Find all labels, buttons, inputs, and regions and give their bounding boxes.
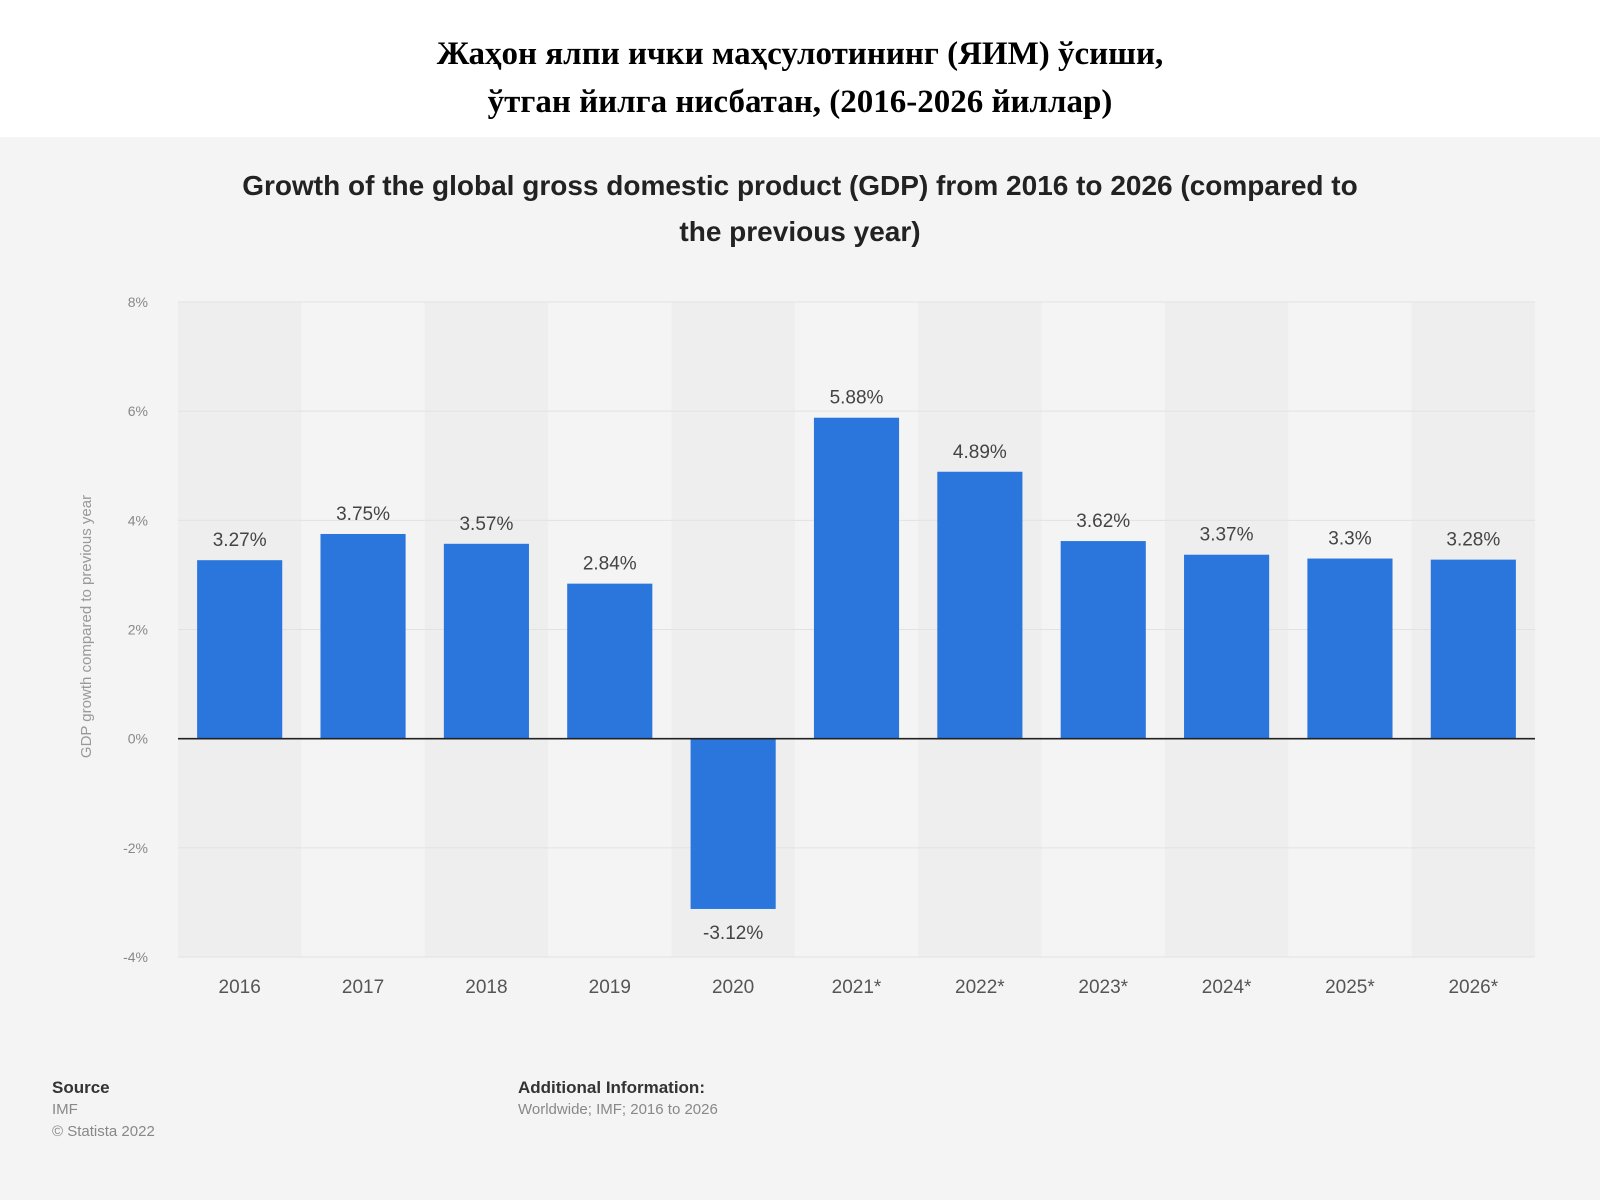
y-tick-label: 0% — [128, 731, 148, 747]
x-tick-label: 2018 — [465, 977, 507, 998]
x-tick-label: 2022* — [955, 977, 1005, 998]
y-tick-label: 2% — [128, 622, 148, 638]
x-tick-label: 2023* — [1078, 977, 1128, 998]
y-axis-label: GDP growth compared to previous year — [78, 495, 95, 758]
additional-info-text: Worldwide; IMF; 2016 to 2026 — [518, 1101, 718, 1118]
bar-2018 — [443, 543, 529, 739]
additional-info-heading: Additional Information: — [518, 1078, 705, 1097]
x-tick-label: 2017 — [342, 977, 384, 998]
bar-2017 — [320, 533, 406, 739]
data-label: -3.12% — [703, 923, 763, 944]
bar-2020 — [690, 738, 776, 909]
bar-2024 — [1184, 554, 1270, 739]
chart-title-line-2: the previous year) — [679, 216, 921, 247]
bar-2026 — [1430, 559, 1516, 739]
data-label: 3.37% — [1200, 525, 1254, 546]
bar-2016 — [197, 560, 283, 739]
source-block: Source IMF © Statista 2022 — [52, 1077, 155, 1143]
data-label: 5.88% — [830, 388, 884, 409]
copyright-text: © Statista 2022 — [52, 1123, 155, 1140]
bar-2023 — [1060, 541, 1146, 739]
data-label: 4.89% — [953, 442, 1007, 463]
data-label: 3.3% — [1328, 529, 1371, 550]
y-tick-label: 4% — [128, 512, 148, 528]
x-tick-label: 2019 — [589, 977, 631, 998]
chart-title: Growth of the global gross domestic prod… — [110, 163, 1490, 255]
y-tick-label: -4% — [123, 949, 148, 965]
bar-2025 — [1307, 558, 1393, 739]
y-tick-label: 8% — [128, 294, 148, 310]
data-label: 3.62% — [1076, 511, 1130, 532]
x-tick-label: 2020 — [712, 977, 754, 998]
x-tick-label: 2025* — [1325, 977, 1375, 998]
x-tick-label: 2021* — [832, 977, 882, 998]
y-tick-label: 6% — [128, 403, 148, 419]
slide-title-line-2: ўтган йилга нисбатан, (2016-2026 йиллар) — [487, 84, 1113, 120]
source-name: IMF — [52, 1101, 78, 1118]
x-tick-label: 2026* — [1448, 977, 1498, 998]
source-heading: Source — [52, 1078, 110, 1097]
data-label: 3.27% — [213, 530, 267, 551]
data-label: 3.57% — [459, 514, 513, 535]
additional-info-block: Additional Information: Worldwide; IMF; … — [518, 1077, 718, 1121]
bar-2019 — [567, 583, 653, 739]
y-tick-label: -2% — [123, 840, 148, 856]
data-label: 3.28% — [1446, 530, 1500, 551]
bar-2022 — [937, 471, 1023, 739]
bar-2021 — [813, 417, 900, 739]
slide-title-line-1: Жаҳон ялпи ички маҳсулотининг (ЯИМ) ўсиш… — [436, 36, 1164, 72]
chart-title-line-1: Growth of the global gross domestic prod… — [242, 170, 1358, 201]
data-label: 2.84% — [583, 554, 637, 575]
x-tick-label: 2016 — [219, 977, 261, 998]
slide-title: Жаҳон ялпи ички маҳсулотининг (ЯИМ) ўсиш… — [0, 30, 1600, 126]
data-label: 3.75% — [336, 504, 390, 525]
x-tick-label: 2024* — [1202, 977, 1252, 998]
